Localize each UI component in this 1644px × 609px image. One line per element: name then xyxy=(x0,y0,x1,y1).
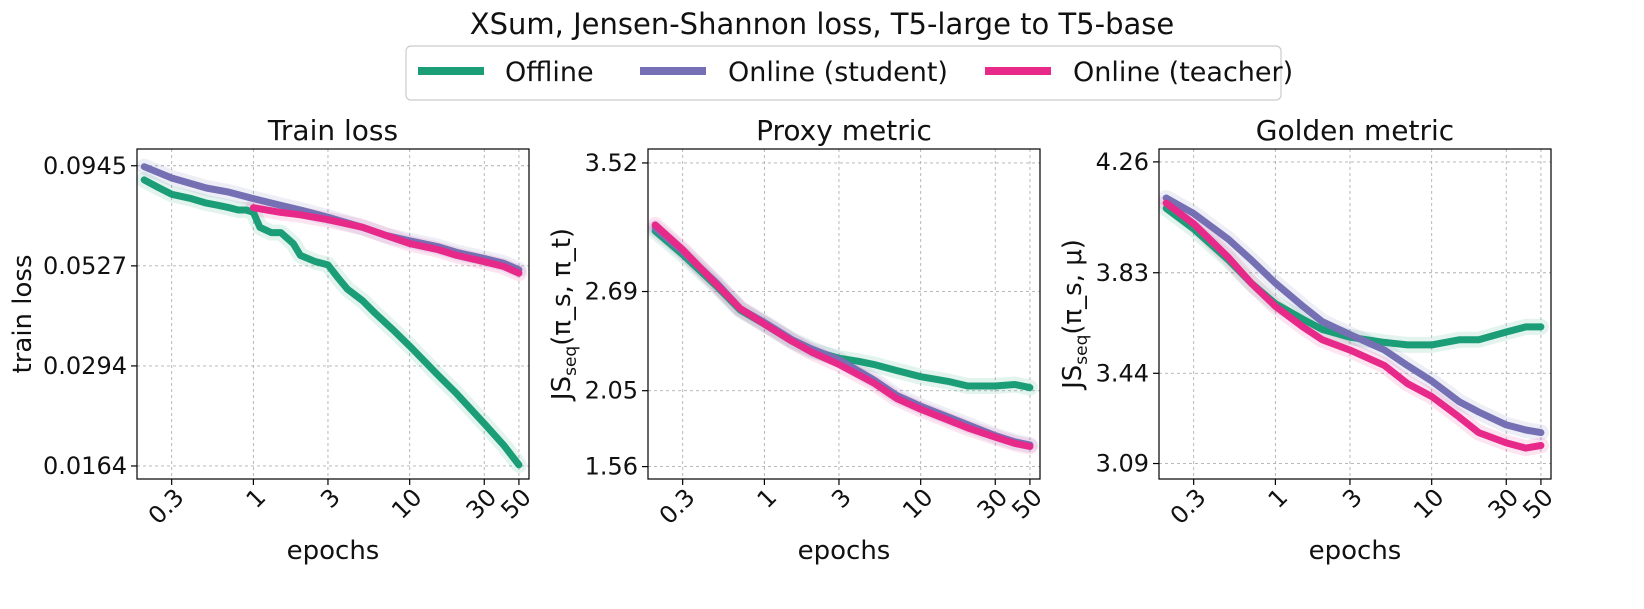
y-tick-label: 3.09 xyxy=(1096,450,1149,478)
panel-train-loss: Train loss 0.0164 0.0294 0.0527 0.0945 0.3 1 3 1… xyxy=(8,114,537,566)
plot-frame xyxy=(136,148,530,480)
panel-title: Proxy metric xyxy=(756,114,932,147)
y-axis-label: JSseq(π_s, π_t) xyxy=(547,228,581,402)
x-tick-label: 0.3 xyxy=(654,483,701,530)
y-tick-label: 1.56 xyxy=(585,453,638,481)
series-line-online-teacher xyxy=(249,204,523,277)
x-tick-label: 10 xyxy=(1408,483,1449,524)
y-tick-label: 3.83 xyxy=(1096,259,1149,287)
legend-label-online-student: Online (student) xyxy=(728,57,948,88)
y-tick-label: 2.05 xyxy=(585,377,638,405)
panel-title: Train loss xyxy=(267,114,398,147)
x-tick-label: 0.3 xyxy=(143,483,190,530)
legend-frame xyxy=(405,45,1282,101)
x-tick-label: 3 xyxy=(315,483,346,514)
x-tick-label: 1 xyxy=(241,483,272,514)
y-axis-label: JSseq(π_s, μ) xyxy=(1058,239,1092,391)
x-tick-label: 0.3 xyxy=(1165,483,1212,530)
series-line-online-teacher xyxy=(1162,199,1545,452)
series-band-online-student xyxy=(647,220,1038,453)
x-tick-label: 10 xyxy=(386,483,427,524)
legend-label-online-teacher: Online (teacher) xyxy=(1073,57,1293,88)
series-band-online-teacher xyxy=(647,216,1038,455)
x-tick-label: 3 xyxy=(1337,483,1368,514)
x-axis-label: epochs xyxy=(798,536,891,566)
y-tick-label: 3.44 xyxy=(1096,359,1149,387)
x-tick-label: 3 xyxy=(826,483,857,514)
y-axis-label: train loss xyxy=(8,254,38,373)
panel-title: Golden metric xyxy=(1256,114,1454,147)
legend: Offline Online (student) Online (teacher… xyxy=(405,45,1293,101)
figure-title: XSum, Jensen-Shannon loss, T5-large to T… xyxy=(470,7,1174,41)
x-axis-label: epochs xyxy=(1309,536,1402,566)
legend-label-offline: Offline xyxy=(505,57,594,88)
plot-frame xyxy=(647,148,1041,480)
series-line-online-student xyxy=(1162,194,1545,437)
y-tick-label: 2.69 xyxy=(585,278,638,306)
x-tick-label: 50 xyxy=(1006,483,1047,524)
y-tick-label: 0.0527 xyxy=(43,252,127,280)
series-line-online-teacher xyxy=(651,221,1034,450)
y-tick-label: 0.0164 xyxy=(43,452,127,480)
y-tick-label: 0.0945 xyxy=(43,152,127,180)
x-tick-label: 1 xyxy=(752,483,783,514)
x-tick-label: 50 xyxy=(1517,483,1558,524)
series-line-online-student xyxy=(651,224,1034,449)
y-tick-label: 0.0294 xyxy=(43,352,127,380)
x-axis-label: epochs xyxy=(287,536,380,566)
x-tick-label: 50 xyxy=(495,483,536,524)
y-tick-label: 4.26 xyxy=(1096,148,1149,176)
x-tick-label: 1 xyxy=(1263,483,1294,514)
series-line-offline xyxy=(140,176,523,469)
x-tick-label: 10 xyxy=(897,483,938,524)
plot-frame xyxy=(1158,148,1552,480)
y-tick-label: 3.52 xyxy=(585,149,638,177)
